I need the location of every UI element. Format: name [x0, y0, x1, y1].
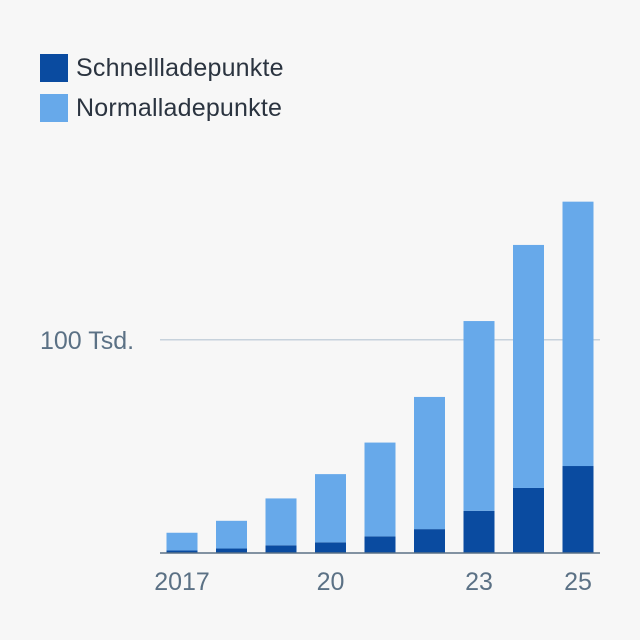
legend-item-normal: Normalladepunkte: [40, 88, 284, 128]
x-tick-label-2017: 2017: [154, 568, 210, 596]
y-tick-label-0: 100 Tsd.: [40, 327, 134, 355]
x-tick-label-23: 23: [465, 568, 493, 596]
bar-normal-20: [315, 474, 346, 543]
legend-item-schnell: Schnellladepunkte: [40, 48, 284, 88]
legend: Schnellladepunkte Normalladepunkte: [40, 48, 284, 128]
legend-swatch-normal: [40, 94, 68, 122]
bar-schnell-2022: [414, 529, 445, 553]
legend-label-normal: Normalladepunkte: [76, 93, 283, 122]
x-tick-label-20: 20: [317, 568, 345, 596]
bar-schnell-2024: [513, 487, 544, 553]
bar-schnell-2018: [216, 548, 247, 553]
bar-schnell-20: [315, 542, 346, 553]
bar-normal-25: [562, 201, 594, 467]
bar-normal-2021: [364, 442, 396, 537]
bar-normal-2019: [265, 498, 297, 546]
bar-schnell-23: [463, 510, 495, 553]
bar-normal-2017: [166, 532, 198, 551]
bar-normal-23: [463, 321, 495, 511]
bar-schnell-2019: [265, 545, 297, 553]
legend-swatch-schnell: [40, 54, 68, 82]
bar-schnell-25: [562, 466, 594, 553]
bar-normal-2022: [414, 396, 445, 530]
bar-schnell-2021: [364, 536, 396, 553]
bar-normal-2018: [216, 520, 247, 549]
bar-schnell-2017: [166, 550, 198, 553]
legend-label-schnell: Schnellladepunkte: [76, 53, 284, 82]
bar-normal-2024: [513, 244, 544, 488]
x-tick-label-25: 25: [564, 568, 592, 596]
